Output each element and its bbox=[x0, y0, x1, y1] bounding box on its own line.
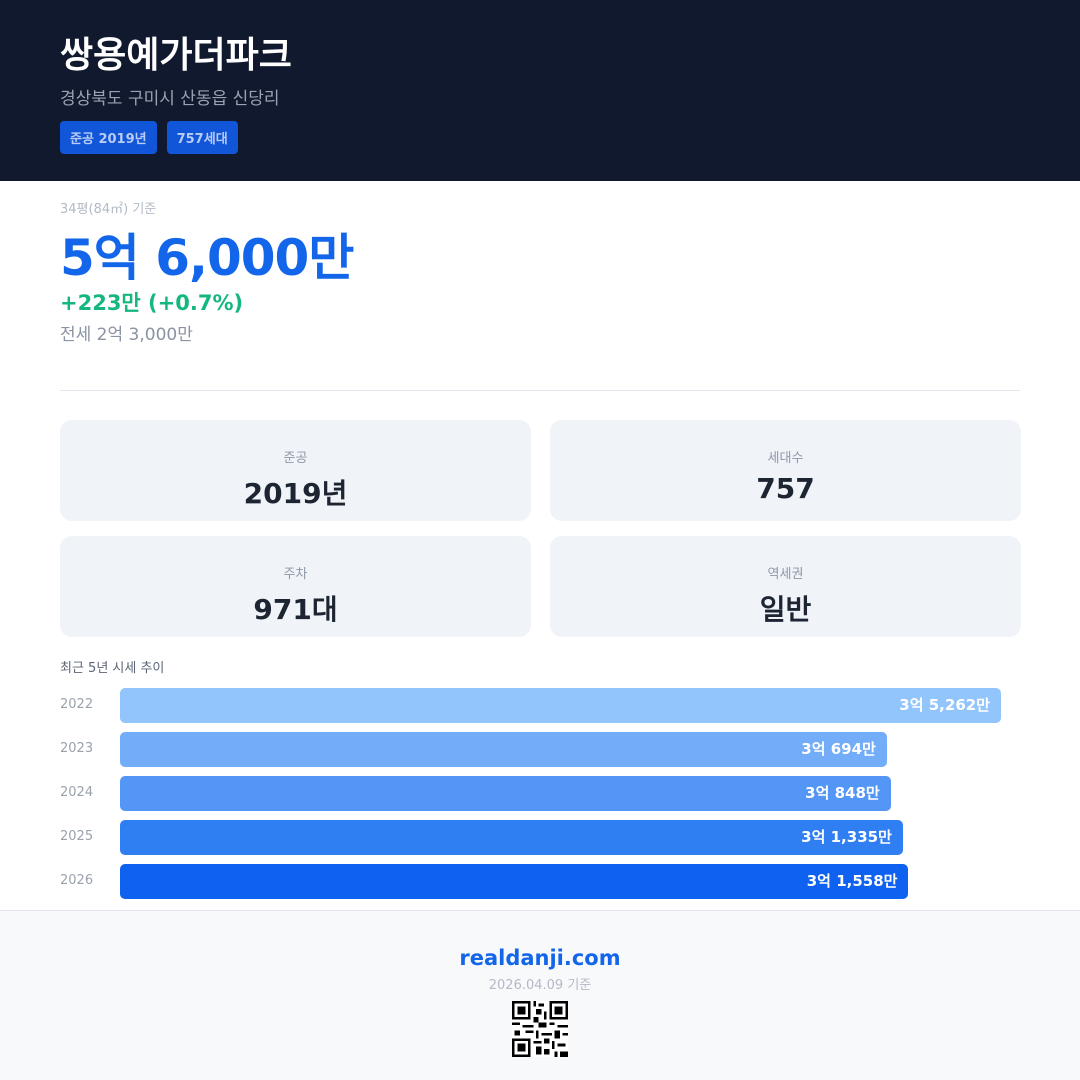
site-link[interactable]: realdanji.com bbox=[459, 946, 621, 970]
year-label: 2023 bbox=[60, 741, 94, 756]
stat-label: 주차 bbox=[283, 567, 308, 582]
year-label: 2022 bbox=[60, 697, 94, 712]
bar-2022: 3억 5,262만 bbox=[120, 688, 1001, 723]
stat-card-built: 준공 2019년 bbox=[60, 420, 531, 521]
footer: realdanji.com 2026.04.09 기준 bbox=[0, 910, 1080, 1080]
qr-code-icon bbox=[512, 1001, 568, 1057]
chart-row-2023: 2023 3억 694만 bbox=[60, 732, 1020, 767]
badge-built-year: 준공 2019년 bbox=[60, 121, 157, 154]
stat-value: 757 bbox=[756, 472, 815, 505]
sale-price: 5억 6,000만 bbox=[60, 229, 354, 287]
bar-2024: 3억 848만 bbox=[120, 776, 891, 811]
year-label: 2024 bbox=[60, 785, 94, 800]
year-label: 2026 bbox=[60, 873, 94, 888]
stat-card-households: 세대수 757 bbox=[550, 420, 1021, 521]
jeonse-price: 전세 2억 3,000만 bbox=[60, 325, 193, 345]
divider bbox=[60, 390, 1020, 391]
chart-row-2024: 2024 3억 848만 bbox=[60, 776, 1020, 811]
price-change: +223만 (+0.7%) bbox=[60, 291, 244, 315]
chart-row-2026: 2026 3억 1,558만 bbox=[60, 864, 1020, 899]
data-date: 2026.04.09 기준 bbox=[488, 978, 592, 993]
complex-title: 쌍용예가더파크 bbox=[60, 35, 292, 76]
chart-title: 최근 5년 시세 추이 bbox=[60, 661, 165, 676]
stat-value: 2019년 bbox=[243, 477, 348, 510]
stat-card-parking: 주차 971대 bbox=[60, 536, 531, 637]
address: 경상북도 구미시 산동읍 신당리 bbox=[60, 89, 280, 109]
stat-label: 역세권 bbox=[767, 567, 804, 582]
chart-row-2022: 2022 3억 5,262만 bbox=[60, 688, 1020, 723]
bar-2023: 3억 694만 bbox=[120, 732, 887, 767]
stat-value: 971대 bbox=[253, 593, 338, 626]
bar-2026: 3억 1,558만 bbox=[120, 864, 909, 899]
stat-label: 준공 bbox=[283, 451, 308, 466]
stat-value: 일반 bbox=[759, 593, 812, 626]
header: 쌍용예가더파크 경상북도 구미시 산동읍 신당리 준공 2019년 757세대 bbox=[0, 0, 1080, 181]
price-basis: 34평(84㎡) 기준 bbox=[60, 202, 157, 217]
stat-label: 세대수 bbox=[767, 451, 804, 466]
chart-row-2025: 2025 3억 1,335만 bbox=[60, 820, 1020, 855]
badge-households: 757세대 bbox=[166, 121, 238, 154]
year-label: 2025 bbox=[60, 829, 94, 844]
bar-2025: 3억 1,335만 bbox=[120, 820, 903, 855]
